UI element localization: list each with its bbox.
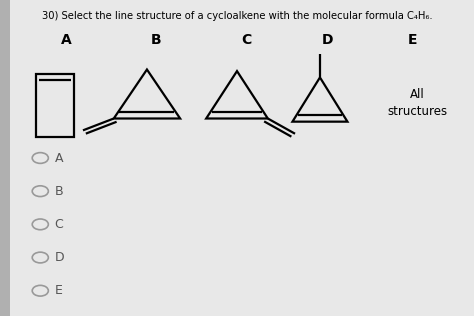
Text: C: C [241,33,252,46]
Text: 30) Select the line structure of a cycloalkene with the molecular formula C₄H₆.: 30) Select the line structure of a cyclo… [42,11,432,21]
Text: B: B [151,33,162,46]
Bar [0,0,10,316]
Text: C: C [55,218,63,231]
Text: E: E [408,33,417,46]
Text: D: D [55,251,64,264]
Text: E: E [55,284,63,297]
Text: D: D [321,33,333,46]
Text: All
structures: All structures [387,88,447,118]
Text: B: B [55,185,63,198]
Text: A: A [55,151,63,165]
Text: A: A [61,33,72,46]
